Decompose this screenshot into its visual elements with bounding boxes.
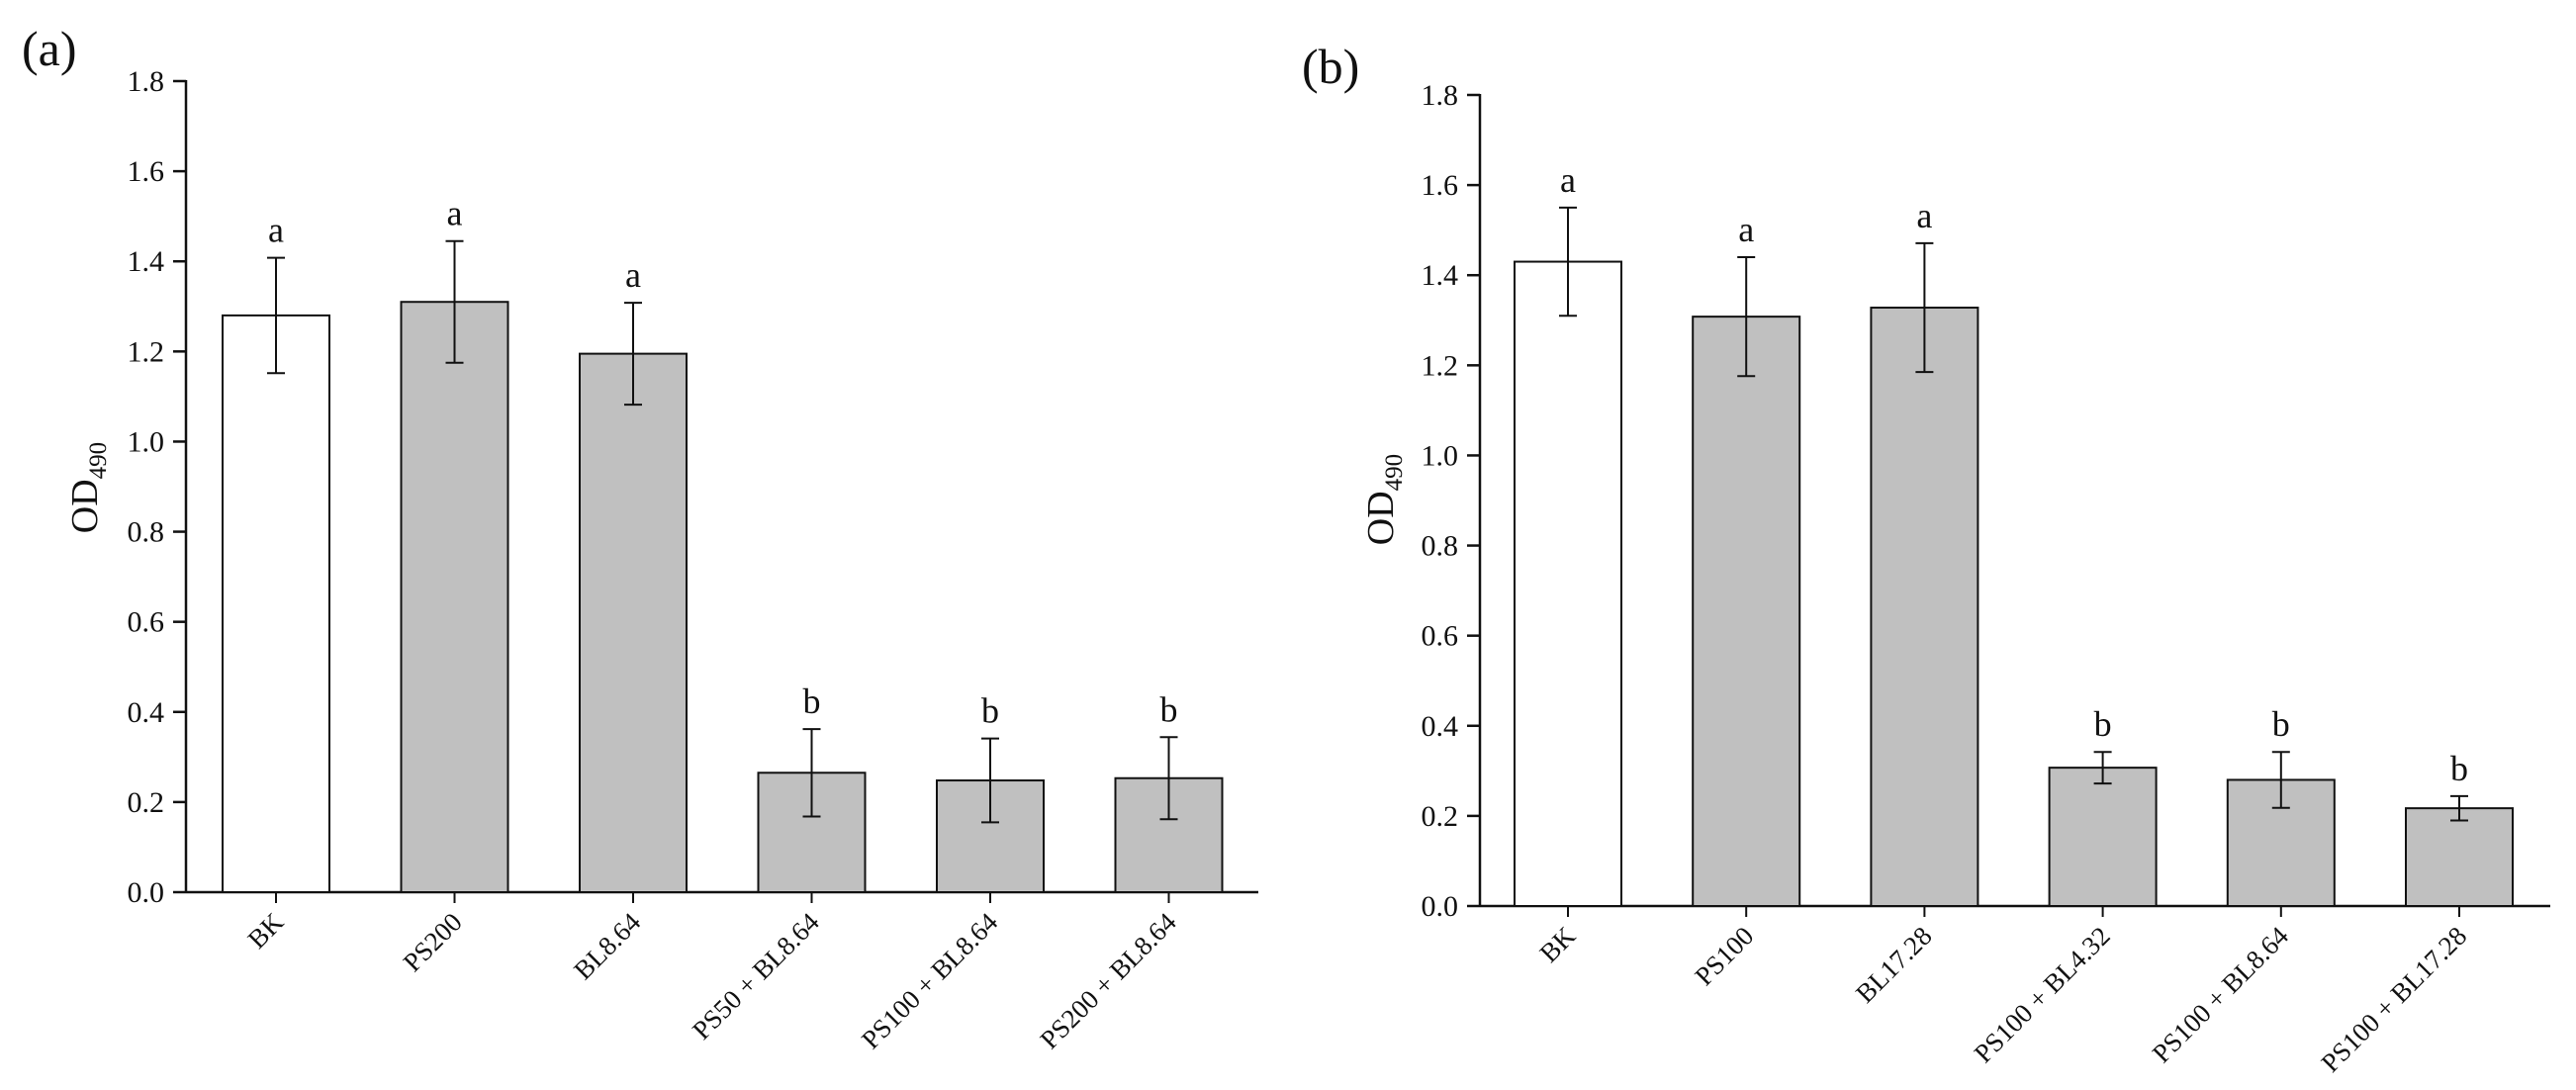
y-tick-label: 0.8 (1422, 530, 1459, 563)
significance-label: a (1560, 160, 1576, 200)
significance-label: b (2094, 704, 2112, 744)
bar (222, 314, 330, 893)
y-tick-label: 1.4 (1422, 259, 1459, 292)
y-tick-label: 0.0 (128, 876, 165, 909)
y-tick-label: 1.2 (1422, 349, 1459, 382)
significance-label: a (1738, 210, 1754, 249)
y-tick-label: 0.0 (1422, 890, 1459, 923)
category-label: BK (242, 907, 290, 954)
y-axis-title-main: OD (64, 479, 106, 533)
significance-label: b (1160, 689, 1178, 729)
bar (579, 352, 688, 894)
y-axis-title: OD490 (1360, 454, 1408, 545)
category-label: BL17.28 (1850, 921, 1938, 1009)
y-tick-label: 1.0 (1422, 439, 1459, 472)
bar (1692, 316, 1801, 907)
y-tick-label: 0.2 (128, 786, 165, 819)
significance-label: b (803, 681, 821, 721)
y-tick-label: 0.8 (128, 516, 165, 549)
significance-label: b (2272, 704, 2290, 744)
y-axis-title-main: OD (1360, 491, 1402, 545)
bar (2048, 767, 2158, 908)
y-tick-label: 1.0 (128, 425, 165, 458)
y-axis-title-subscript: 490 (85, 442, 112, 480)
significance-label: a (1916, 196, 1932, 235)
category-label: PS50 + BL8.64 (687, 907, 825, 1045)
bar (2405, 807, 2514, 908)
category-label: BL8.64 (568, 907, 646, 985)
category-label: PS100 + BL8.64 (2147, 921, 2295, 1069)
bar (1870, 307, 1979, 907)
significance-label: a (447, 194, 463, 233)
y-tick-label: 1.8 (128, 65, 165, 98)
y-tick-label: 0.4 (1422, 710, 1459, 743)
y-tick-label: 1.8 (1422, 79, 1459, 112)
significance-label: a (625, 255, 641, 295)
y-tick-label: 0.2 (1422, 800, 1459, 833)
y-tick-label: 1.2 (128, 335, 165, 368)
panel-label: (b) (1302, 39, 1359, 94)
category-label: BK (1534, 921, 1582, 968)
y-tick-label: 1.6 (1422, 169, 1459, 202)
y-tick-label: 0.4 (128, 696, 165, 729)
significance-label: a (268, 211, 284, 250)
category-label: PS100 + BL4.32 (1969, 921, 2116, 1068)
y-axis-title: OD490 (64, 442, 112, 533)
panel-a: (a) OD490 0.0 0.2 0.4 0.6 0.8 1.0 1.2 1.4 1.6 1.8 a B… (22, 21, 1258, 1054)
panel-b: (b) OD490 0.0 0.2 0.4 0.6 0.8 1.0 1.2 1.4 1.6 1.8 a B… (1302, 39, 2550, 1078)
y-tick-label: 0.6 (1422, 620, 1459, 653)
bar (400, 301, 509, 893)
category-label: PS100 (1689, 921, 1759, 991)
category-label: PS200 + BL8.64 (1035, 907, 1183, 1055)
y-tick-label: 1.6 (128, 155, 165, 188)
y-tick-label: 0.6 (128, 606, 165, 639)
category-label: PS100 + BL17.28 (2315, 921, 2472, 1078)
bar (1514, 260, 1622, 907)
category-label: PS100 + BL8.64 (856, 907, 1004, 1055)
y-axis-title-subscript: 490 (1381, 454, 1408, 492)
category-label: PS200 (398, 907, 468, 977)
significance-label: b (2450, 749, 2468, 788)
panel-label: (a) (22, 21, 77, 76)
significance-label: b (981, 691, 999, 731)
y-tick-label: 1.4 (128, 245, 165, 278)
